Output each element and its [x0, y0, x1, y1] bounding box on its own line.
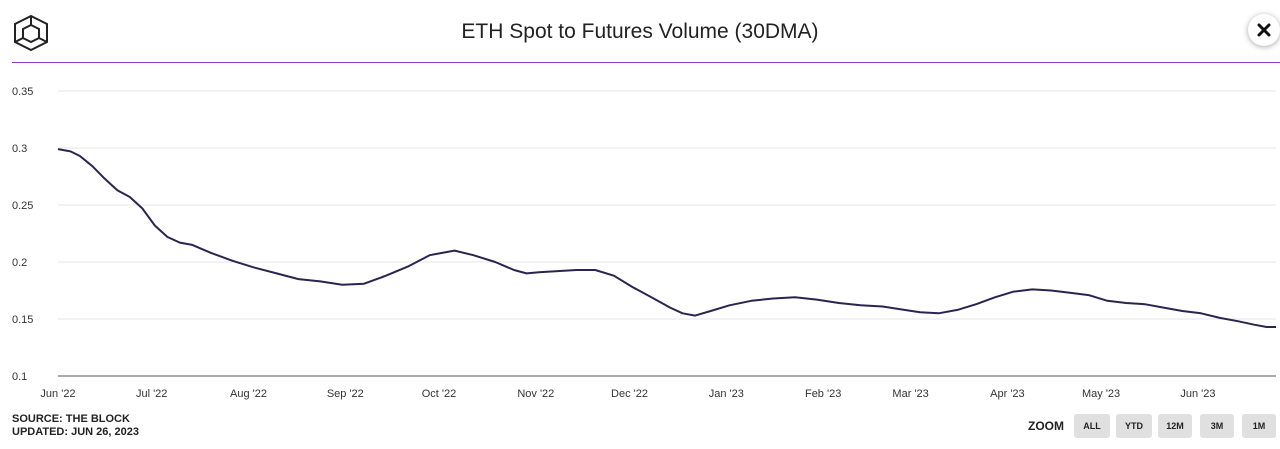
x-tick-label: Dec '22: [611, 388, 648, 400]
y-tick-label: 0.35: [12, 86, 33, 98]
x-tick-label: Mar '23: [892, 388, 928, 400]
y-tick-label: 0.2: [12, 257, 27, 269]
zoom-12m-button[interactable]: 12M: [1158, 414, 1192, 438]
y-tick-label: 0.3: [12, 143, 27, 155]
series-line: [57, 148, 1276, 328]
x-tick-label: Nov '22: [517, 388, 554, 400]
zoom-3m-button[interactable]: 3M: [1200, 414, 1234, 438]
zoom-all-button[interactable]: ALL: [1074, 414, 1110, 438]
zoom-1m-button[interactable]: 1M: [1242, 414, 1276, 438]
x-tick-label: Aug '22: [230, 388, 267, 400]
zoom-label: ZOOM: [1028, 419, 1064, 433]
x-tick-label: Jun '22: [40, 388, 75, 400]
x-tick-label: Apr '23: [990, 388, 1025, 400]
x-tick-label: Jul '22: [136, 388, 167, 400]
y-tick-label: 0.1: [12, 371, 27, 383]
y-tick-label: 0.25: [12, 200, 33, 212]
x-tick-label: Jun '23: [1180, 388, 1215, 400]
updated-text: UPDATED: JUN 26, 2023: [12, 426, 139, 438]
zoom-ytd-button[interactable]: YTD: [1116, 414, 1152, 438]
y-tick-label: 0.15: [12, 314, 33, 326]
x-tick-label: Jan '23: [709, 388, 744, 400]
header-divider: [12, 62, 1280, 63]
x-tick-label: Sep '22: [327, 388, 364, 400]
x-tick-label: May '23: [1082, 388, 1120, 400]
close-button[interactable]: [1248, 14, 1280, 46]
chart-title: ETH Spot to Futures Volume (30DMA): [461, 20, 819, 43]
chart-footer: SOURCE: THE BLOCK UPDATED: JUN 26, 2023: [12, 413, 139, 439]
x-tick-label: Oct '22: [422, 388, 457, 400]
x-tick-label: Feb '23: [805, 388, 841, 400]
close-icon: [1257, 23, 1271, 37]
source-text: SOURCE: THE BLOCK: [12, 413, 130, 425]
the-block-cube-logo-icon[interactable]: [12, 14, 50, 52]
